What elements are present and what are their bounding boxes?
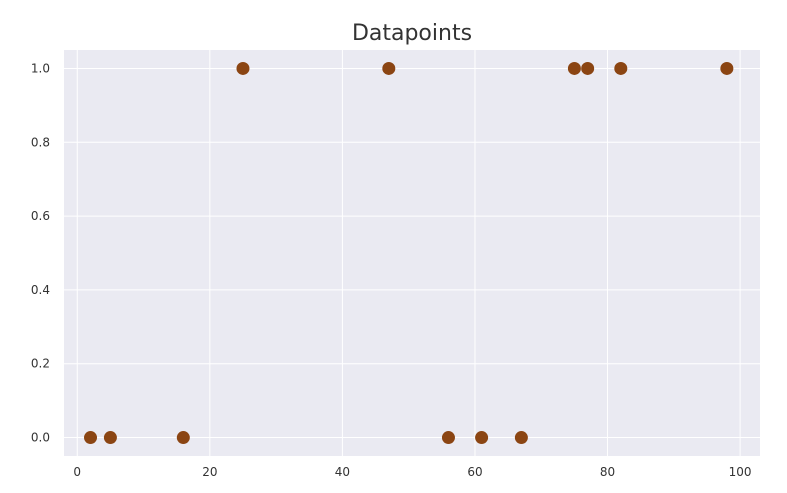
plot-area (64, 50, 760, 456)
data-point (84, 431, 98, 445)
y-tick-label: 0.2 (31, 357, 50, 371)
data-points (84, 61, 734, 445)
data-point (441, 431, 455, 445)
y-tick-label: 0.4 (31, 283, 50, 297)
x-tick-label: 80 (600, 465, 615, 479)
data-point (567, 61, 581, 75)
x-tick-label: 60 (467, 465, 482, 479)
y-tick-label: 0.0 (31, 431, 50, 445)
chart-title: Datapoints (352, 21, 472, 46)
data-point (236, 61, 250, 75)
y-tick-label: 0.8 (31, 135, 50, 149)
y-tick-label: 0.6 (31, 209, 50, 223)
data-point (103, 431, 117, 445)
data-point (614, 61, 628, 75)
data-point (720, 61, 734, 75)
data-point (176, 431, 190, 445)
y-tick-label: 1.0 (31, 61, 50, 75)
x-tick-label: 40 (335, 465, 350, 479)
data-point (514, 431, 528, 445)
tick-labels: 0 20 40 60 80 100 0.0 0.2 0.4 0.6 0.8 1.0 (31, 61, 752, 479)
data-point (581, 61, 595, 75)
data-point (475, 431, 489, 445)
data-point (382, 61, 396, 75)
x-tick-label: 0 (73, 465, 81, 479)
x-tick-label: 100 (729, 465, 752, 479)
x-tick-label: 20 (202, 465, 217, 479)
